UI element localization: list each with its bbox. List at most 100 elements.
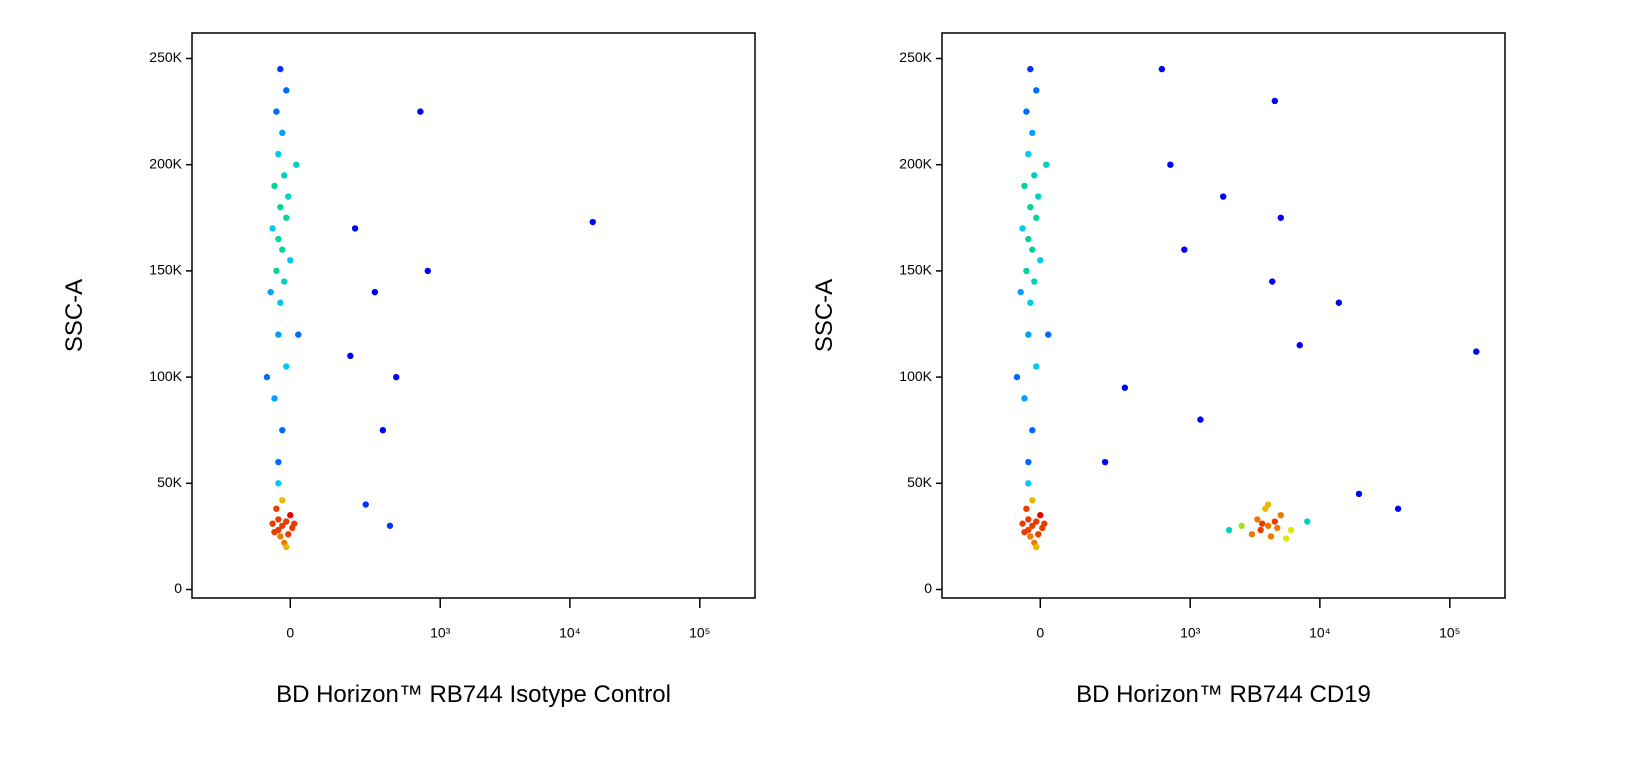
event-dot — [1287, 526, 1295, 534]
event-dot — [1101, 458, 1109, 466]
event-dot — [379, 426, 387, 434]
event-dot — [267, 288, 274, 296]
event-dot — [1029, 522, 1036, 529]
event-dot — [271, 182, 278, 190]
event-dot — [1033, 214, 1040, 221]
event-dot — [1013, 373, 1021, 381]
event-dot — [1029, 497, 1036, 504]
event-dot — [1017, 288, 1024, 296]
y-tick-label: 0 — [924, 580, 932, 596]
x-tick-label: 10³ — [1180, 625, 1201, 641]
event-dot — [1259, 520, 1266, 527]
event-dot — [279, 522, 286, 529]
event-dot — [1027, 533, 1034, 540]
y-tick-label: 50K — [157, 474, 183, 490]
event-dot — [1019, 520, 1026, 527]
event-dot — [1167, 161, 1174, 168]
event-dot — [1267, 533, 1275, 540]
event-dot — [275, 480, 282, 487]
event-dot — [1033, 363, 1040, 370]
event-dot — [277, 65, 284, 73]
event-dot — [279, 497, 286, 504]
event-dot — [1021, 182, 1028, 190]
event-dot — [279, 129, 286, 137]
event-dot — [281, 278, 288, 285]
y-tick-label: 0 — [174, 580, 182, 596]
event-dot — [1021, 395, 1028, 402]
y-tick-label: 150K — [899, 262, 932, 278]
event-dot — [281, 172, 288, 179]
y-tick-label: 200K — [149, 155, 182, 171]
event-dot — [271, 395, 278, 402]
event-dot — [1304, 518, 1311, 525]
event-dot — [1027, 299, 1034, 306]
event-dot — [1277, 511, 1284, 519]
event-dot — [1394, 505, 1402, 512]
event-dot — [277, 203, 284, 211]
event-dot — [1035, 531, 1042, 538]
event-dot — [273, 267, 280, 275]
event-dot — [273, 505, 280, 512]
event-dot — [1277, 214, 1284, 221]
event-dot — [1225, 526, 1233, 534]
event-dot — [283, 363, 290, 370]
event-dot — [275, 331, 282, 338]
x-tick-label: 10⁵ — [1439, 625, 1460, 641]
event-dot — [1027, 65, 1034, 73]
event-dot — [1043, 161, 1050, 168]
event-dot — [1121, 384, 1129, 391]
event-dot — [1264, 522, 1272, 529]
event-dot — [285, 531, 292, 538]
event-dot — [1274, 524, 1281, 532]
event-dot — [417, 108, 424, 115]
event-dot — [371, 288, 379, 296]
event-dot — [1045, 331, 1052, 338]
event-dot — [1296, 342, 1303, 349]
y-tick-label: 100K — [149, 368, 182, 384]
event-dot — [273, 108, 280, 115]
event-dot — [1271, 518, 1279, 525]
event-dot — [1473, 348, 1480, 355]
x-tick-label: 10⁴ — [1309, 625, 1331, 641]
x-axis-label: BD Horizon™ RB744 Isotype Control — [276, 681, 671, 708]
plot-frame — [191, 32, 756, 599]
event-dot — [293, 161, 300, 168]
event-dot — [279, 426, 286, 434]
y-tick-label: 250K — [899, 49, 932, 65]
event-dot — [1029, 129, 1036, 137]
event-dot — [291, 520, 298, 527]
event-dot — [1025, 235, 1032, 243]
event-dot — [285, 193, 292, 200]
event-dot — [1031, 278, 1038, 285]
event-dot — [1257, 526, 1264, 534]
y-tick-label: 250K — [149, 49, 182, 65]
event-dot — [1023, 267, 1030, 275]
event-dot — [1029, 426, 1036, 434]
event-dot — [275, 150, 282, 158]
y-tick-label: 50K — [907, 474, 933, 490]
event-dot — [1021, 528, 1028, 536]
event-dot — [1181, 246, 1188, 253]
x-tick-label: 10³ — [430, 625, 451, 641]
event-dot — [1037, 257, 1044, 264]
event-dot — [362, 501, 369, 508]
event-dot — [269, 225, 276, 232]
event-dot — [1264, 501, 1272, 508]
x-axis-label: BD Horizon™ RB744 CD19 — [1076, 681, 1371, 708]
y-tick-label: 100K — [899, 368, 932, 384]
event-dot — [1023, 108, 1030, 115]
event-dot — [1219, 193, 1227, 200]
event-dot — [1025, 516, 1032, 523]
event-dot — [275, 458, 282, 466]
plot: 0 50K 100K 150K 200K 250K 0 10³ 10⁴ 10⁵ SSC-A BD Ho… — [61, 32, 756, 708]
event-dot — [1158, 65, 1166, 73]
y-axis-label: SSC-A — [61, 279, 88, 352]
event-dot — [271, 528, 278, 536]
event-dot — [1025, 480, 1032, 487]
event-dot — [287, 257, 294, 264]
event-dot — [283, 518, 290, 525]
event-dot — [263, 373, 271, 381]
event-dot — [1269, 278, 1276, 285]
event-dot — [1033, 518, 1040, 525]
event-dot — [275, 235, 282, 243]
